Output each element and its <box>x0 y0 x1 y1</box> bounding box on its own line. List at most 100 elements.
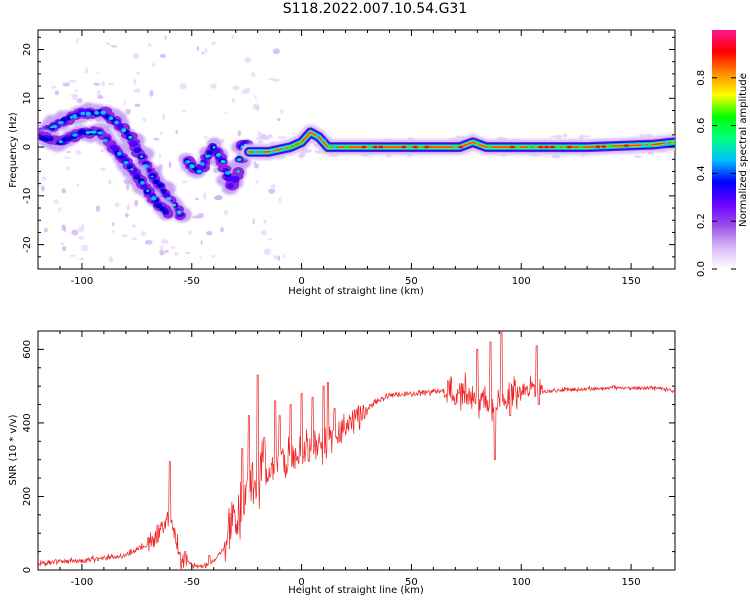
ridge-blob <box>100 110 107 115</box>
heatmap-speckle <box>210 41 217 46</box>
ridge-blob <box>77 129 85 135</box>
colorbar-scale <box>712 30 736 269</box>
heatmap-speckle <box>58 207 62 212</box>
heatmap-speckle <box>253 161 256 165</box>
heatmap-speckle <box>272 78 280 82</box>
heatmap-speckle <box>125 212 129 218</box>
snr-ytick-label: 400 <box>22 413 33 432</box>
heatmap-speckle <box>101 81 105 87</box>
heatmap-speckle <box>551 154 561 159</box>
ridge-blob <box>212 145 216 149</box>
heatmap-speckle <box>108 179 112 185</box>
heatmap-speckle <box>66 166 70 171</box>
heatmap-speckle <box>109 44 117 48</box>
heatmap-speckle <box>97 95 104 100</box>
heatmap-speckle <box>264 248 272 256</box>
heatmap-speckle <box>161 239 169 245</box>
heatmap-speckle <box>81 244 89 252</box>
heatmap-speckle <box>231 97 236 103</box>
heatmap-speckle <box>251 71 256 78</box>
main-band-dash <box>670 141 675 144</box>
snr-ylabel: SNR (10 * v/v) <box>8 414 19 485</box>
ridge-blob <box>157 183 164 188</box>
main-band-dash <box>453 145 458 149</box>
heatmap-speckle <box>277 255 281 261</box>
spectrogram-xtick-label: 100 <box>512 276 531 287</box>
heatmap-speckle <box>184 251 191 255</box>
heatmap-speckle <box>203 192 207 200</box>
heatmap-speckle <box>114 202 120 208</box>
main-band-dash <box>458 145 463 149</box>
heatmap-speckle <box>149 90 154 97</box>
spectrogram-ytick-label: 10 <box>22 92 33 105</box>
main-band-dash <box>287 146 292 149</box>
ridge-blob <box>80 111 86 116</box>
heatmap-speckle <box>140 230 147 237</box>
heatmap-speckle <box>268 237 273 241</box>
ridge-blob <box>190 165 195 169</box>
heatmap-speckle <box>277 136 288 139</box>
main-band-dash <box>555 145 560 149</box>
main-band-dash <box>281 147 286 151</box>
ridge-blob <box>102 138 108 143</box>
colorbar-tick-label: 0.2 <box>696 213 707 229</box>
main-band-dash <box>641 143 646 147</box>
heatmap-speckle <box>105 42 111 46</box>
colorbar-tick-label: 0.0 <box>696 261 707 277</box>
main-band-dash <box>533 145 538 149</box>
heatmap-speckle <box>75 150 82 155</box>
ridge-blob <box>225 171 231 175</box>
colorbar-tick-label: 0.8 <box>696 70 707 86</box>
ridge-blob <box>130 168 134 171</box>
snr-panel: -100 -50 0 50 100 150 0 200 400 600 Height of str… <box>8 330 676 596</box>
ridge-blob <box>117 151 122 156</box>
ridge-blob <box>72 133 78 137</box>
ridge-blob <box>122 128 125 132</box>
heatmap-speckle <box>153 137 160 141</box>
main-band-dash <box>293 144 298 148</box>
ridge-blob <box>42 137 50 142</box>
heatmap-speckle <box>268 188 276 194</box>
ridge-blob <box>139 155 144 159</box>
ridge-blob <box>134 174 141 180</box>
heatmap-speckle <box>232 85 240 91</box>
heatmap-speckle <box>164 249 169 253</box>
heatmap-speckle <box>126 183 130 191</box>
heatmap-speckle <box>108 256 114 263</box>
ridge-blob <box>97 131 103 135</box>
spectrogram-xtick-label: 150 <box>622 276 641 287</box>
heatmap-speckle <box>93 82 100 86</box>
main-band-dash <box>253 150 258 154</box>
ridge-blob <box>238 158 242 161</box>
heatmap-speckle <box>133 78 137 85</box>
heatmap-speckle <box>111 230 115 233</box>
main-band-dash <box>373 145 378 149</box>
ridge-blob <box>153 179 159 185</box>
heatmap-speckle <box>550 135 558 138</box>
heatmap-speckle <box>204 47 208 54</box>
heatmap-speckle <box>76 183 80 188</box>
ridge-blob <box>61 137 67 143</box>
heatmap-speckle <box>244 56 252 63</box>
main-band-dash <box>527 145 532 149</box>
heatmap-speckle <box>263 219 267 224</box>
heatmap-speckle <box>191 215 200 219</box>
heatmap-speckle <box>76 37 79 45</box>
spectrogram-ytick-label: 0 <box>22 144 33 150</box>
ridge-blob <box>185 160 191 164</box>
heatmap-speckle <box>66 150 71 154</box>
spectrogram-xtick-label: -100 <box>71 276 94 287</box>
heatmap-speckle <box>134 199 139 207</box>
heatmap-speckle <box>204 135 208 139</box>
heatmap-speckle <box>199 256 202 259</box>
snr-ytick-label: 0 <box>22 567 33 573</box>
main-band-dash <box>418 145 423 149</box>
ridge-blob <box>230 175 240 183</box>
ridge-blob <box>155 203 162 209</box>
main-band-dash <box>578 145 583 149</box>
ridge-blob <box>128 140 139 147</box>
ridge-blob <box>150 175 154 178</box>
heatmap-speckle <box>639 133 644 138</box>
ridge-blob <box>91 130 97 134</box>
